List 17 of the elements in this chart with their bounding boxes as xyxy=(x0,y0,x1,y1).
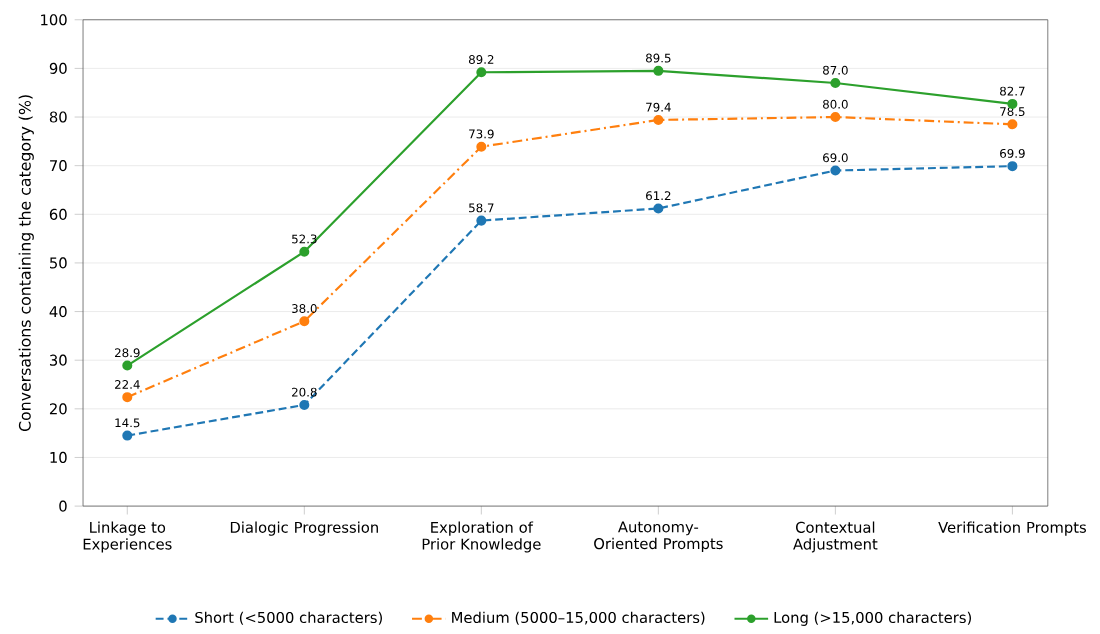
point xyxy=(830,165,841,176)
point xyxy=(653,203,664,214)
point xyxy=(653,115,664,126)
point xyxy=(299,316,310,327)
point xyxy=(830,78,841,89)
point xyxy=(299,246,310,257)
point xyxy=(1007,161,1018,172)
point xyxy=(122,360,133,371)
point xyxy=(299,400,310,411)
point xyxy=(653,65,664,77)
point xyxy=(476,141,487,152)
point xyxy=(1007,119,1018,130)
point xyxy=(122,430,133,441)
point xyxy=(476,215,487,226)
point xyxy=(476,67,487,78)
point xyxy=(122,392,133,403)
point xyxy=(830,112,841,123)
